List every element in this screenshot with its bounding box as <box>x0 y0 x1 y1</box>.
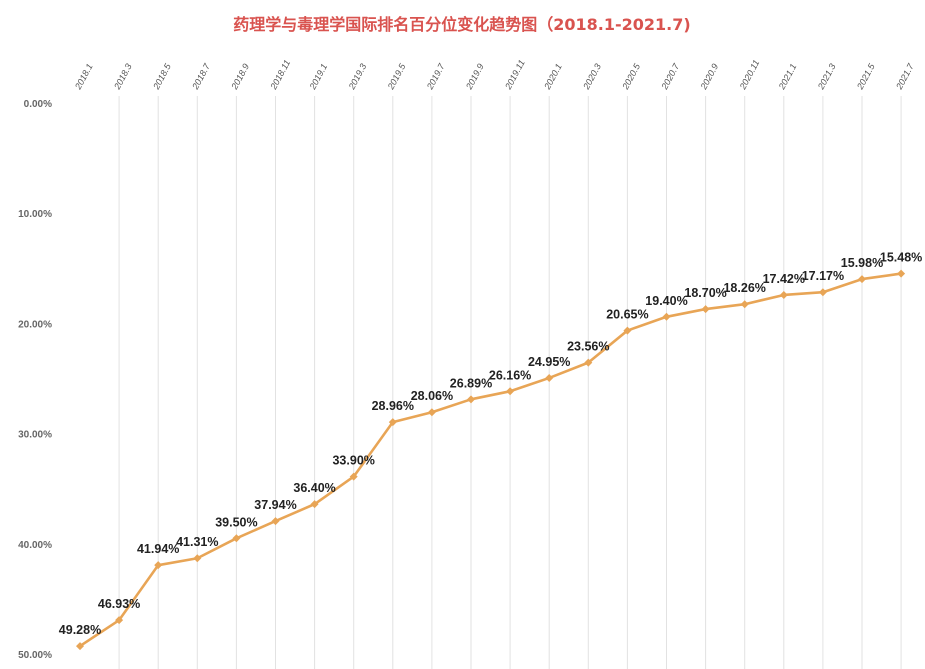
x-tick-label: 2020.1 <box>542 62 564 92</box>
data-label: 26.16% <box>489 368 531 382</box>
data-point <box>584 358 593 367</box>
x-tick-label: 2019.1 <box>307 62 329 92</box>
data-point <box>310 500 319 509</box>
data-label: 23.56% <box>567 340 609 354</box>
data-point <box>897 269 906 278</box>
x-tick-label: 2020.3 <box>581 62 603 92</box>
data-labels: 49.28% 46.93% 41.94%41.31% 39.50% 37.94% 36.4… <box>59 251 923 637</box>
data-point <box>623 326 632 335</box>
data-point <box>740 300 749 309</box>
x-axis-ticks: 2018.1 2018.3 2018.5 2018.7 2018.9 2018.11 201… <box>72 58 916 92</box>
x-tick-label: 2019.7 <box>424 61 447 92</box>
x-tick-label: 2021.5 <box>854 61 877 92</box>
x-tick-label: 2021.3 <box>815 62 837 92</box>
x-tick-label: 2020.7 <box>659 61 682 92</box>
data-label: 17.17% <box>802 269 844 283</box>
y-tick-label: 20.00% <box>18 319 52 330</box>
data-point <box>154 561 163 570</box>
data-label: 33.90% <box>332 454 374 468</box>
data-point <box>467 395 475 404</box>
data-markers <box>76 269 906 651</box>
data-label: 24.95% <box>528 355 570 369</box>
data-label: 41.94% <box>137 542 179 556</box>
y-tick-label: 50.00% <box>18 650 52 661</box>
x-tick-label: 2018.3 <box>112 62 134 92</box>
data-label: 49.28% <box>59 623 101 637</box>
grid-lines <box>118 96 902 669</box>
x-tick-label: 2018.9 <box>229 62 251 92</box>
x-tick-label: 2018.5 <box>151 61 174 92</box>
x-tick-label: 2021.1 <box>776 62 798 92</box>
data-point <box>427 408 436 417</box>
x-tick-label: 2018.1 <box>72 62 94 92</box>
data-point <box>858 275 866 284</box>
data-point <box>115 616 124 625</box>
x-tick-label: 2020.5 <box>620 61 643 92</box>
x-tick-label: 2019.3 <box>346 62 368 92</box>
data-point <box>701 305 710 314</box>
data-point <box>818 288 827 297</box>
data-label: 15.48% <box>880 251 922 265</box>
chart-title: 药理学与毒理学国际排名百分位变化趋势图（2018.1-2021.7) <box>233 15 690 34</box>
x-tick-label: 2020.9 <box>698 62 720 92</box>
series-line <box>78 272 903 648</box>
y-tick-label: 40.00% <box>18 540 52 551</box>
data-point <box>232 534 241 543</box>
y-tick-label: 0.00% <box>24 99 52 110</box>
data-label: 28.06% <box>411 389 453 403</box>
data-label: 37.94% <box>254 498 296 512</box>
data-label: 41.31% <box>176 535 218 549</box>
data-label: 20.65% <box>606 308 648 322</box>
data-label: 28.96% <box>372 399 414 413</box>
data-point <box>662 312 671 321</box>
data-label: 39.50% <box>215 515 257 529</box>
data-point <box>506 387 515 396</box>
y-axis-ticks: 0.00% 10.00% 20.00% 30.00% 40.00% 50.00% <box>18 99 52 661</box>
y-tick-label: 30.00% <box>18 430 52 441</box>
data-label: 46.93% <box>98 597 140 611</box>
data-label: 15.98% <box>841 256 883 270</box>
x-tick-label: 2019.9 <box>463 62 485 92</box>
x-tick-label: 2018.7 <box>190 61 213 92</box>
data-label: 19.40% <box>645 294 687 308</box>
data-point <box>271 517 280 526</box>
x-tick-label: 2018.11 <box>268 58 292 92</box>
data-point <box>388 418 397 427</box>
x-tick-label: 2019.11 <box>503 58 527 92</box>
x-tick-label: 2020.11 <box>737 58 761 92</box>
data-label: 26.89% <box>450 376 492 390</box>
data-point <box>76 642 84 651</box>
x-tick-label: 2019.5 <box>385 61 408 92</box>
data-point <box>349 472 358 481</box>
data-label: 17.42% <box>763 272 805 286</box>
data-point <box>545 373 554 382</box>
data-label: 18.26% <box>723 281 765 295</box>
data-label: 36.40% <box>293 481 335 495</box>
data-label: 18.70% <box>684 286 726 300</box>
y-tick-label: 10.00% <box>18 209 52 220</box>
x-tick-label: 2021.7 <box>894 61 917 92</box>
data-point <box>779 290 788 299</box>
data-point <box>193 554 202 563</box>
